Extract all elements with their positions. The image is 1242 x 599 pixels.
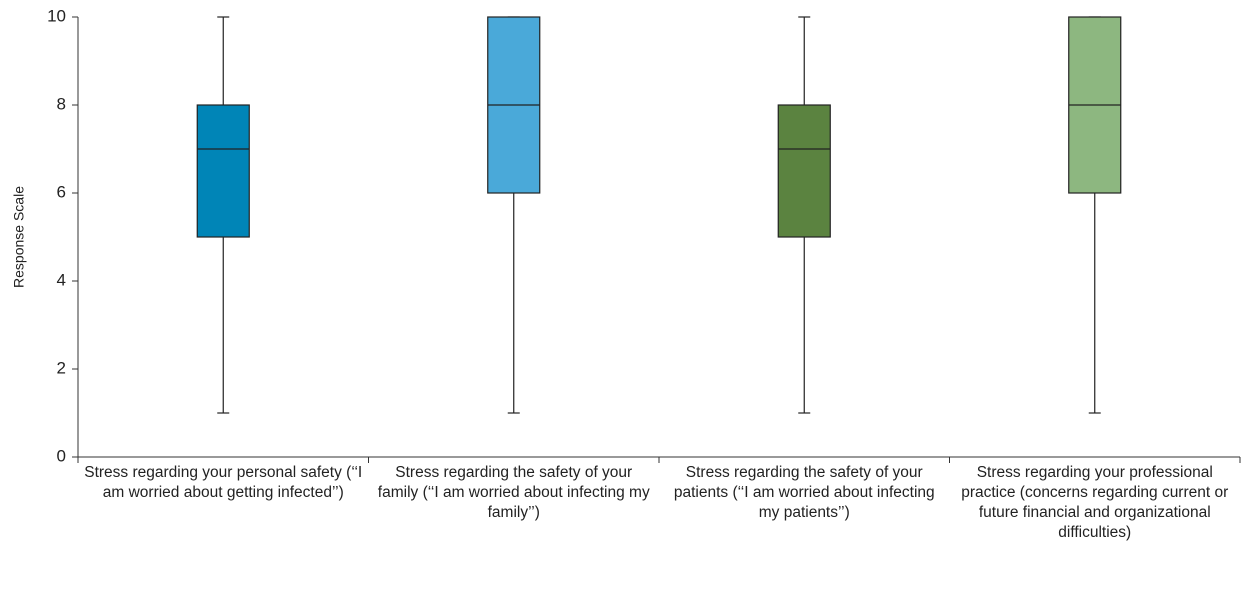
box <box>777 104 831 238</box>
y-tick-label: 10 <box>47 6 66 25</box>
y-tick-label: 4 <box>57 270 66 289</box>
y-tick-label: 0 <box>57 446 66 465</box>
y-tick-label: 2 <box>57 358 66 377</box>
x-tick-label: Stress regarding your personal safety (‘… <box>84 464 363 501</box>
box <box>196 104 250 238</box>
x-tick-label: Stress regarding the safety of your fami… <box>377 464 650 521</box>
x-tick-label: Stress regarding the safety of your pati… <box>673 464 935 521</box>
y-tick-label: 6 <box>57 182 66 201</box>
x-tick-label: Stress regarding your professional pract… <box>961 464 1229 541</box>
y-axis-title: Response Scale <box>11 186 27 288</box>
y-tick-label: 8 <box>57 94 66 113</box>
